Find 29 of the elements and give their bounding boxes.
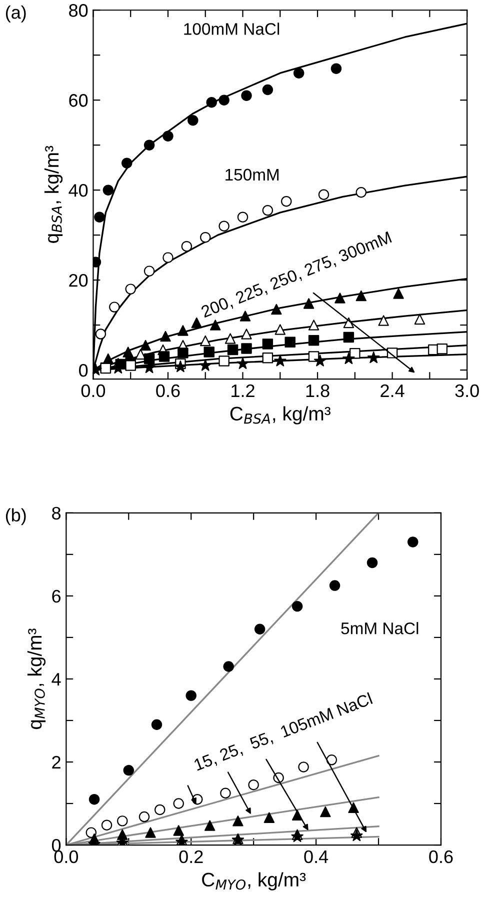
x-tick-label: 0.0 bbox=[81, 384, 106, 398]
x-tick-label: 1.2 bbox=[232, 384, 254, 397]
x-tick-label: 0.4 bbox=[304, 850, 328, 864]
y-tick-label: 6 bbox=[52, 590, 61, 603]
y-axis-title: q$_{MYO}$, kg/m³ bbox=[27, 628, 46, 730]
annotation: 150mM bbox=[226, 168, 279, 181]
y-tick-label: 0 bbox=[79, 364, 88, 377]
x-tick-label: 2.4 bbox=[380, 384, 404, 397]
y-tick-label: 8 bbox=[52, 506, 61, 520]
x-tick-label: 1.8 bbox=[306, 384, 330, 398]
y-tick-label: 80 bbox=[69, 4, 88, 17]
y-tick-label: 0 bbox=[52, 838, 61, 852]
annotation: 5mM NaCl bbox=[341, 622, 418, 634]
x-axis-title: C$_{BSA}$, kg/m³ bbox=[230, 406, 330, 424]
y-tick-label: 20 bbox=[69, 274, 88, 287]
y-tick-label: 60 bbox=[69, 94, 88, 107]
y-tick-label: 2 bbox=[52, 756, 60, 769]
x-axis-title: C$_{MYO}$, kg/m³ bbox=[202, 872, 306, 890]
x-tick-label: 0.6 bbox=[429, 850, 453, 864]
x-tick-label: 3.0 bbox=[455, 384, 479, 398]
text: (b) bbox=[6, 508, 26, 526]
x-tick-label: 0.6 bbox=[156, 384, 180, 398]
y-axis-title: q$_{BSA}$, kg/m³ bbox=[44, 146, 63, 243]
x-tick-label: 0.0 bbox=[54, 850, 78, 864]
y-tick-label: 4 bbox=[52, 673, 61, 686]
x-tick-label: 0.2 bbox=[179, 850, 203, 864]
annotation: 100mM NaCl bbox=[184, 22, 280, 35]
text: (a) bbox=[6, 6, 26, 22]
y-tick-label: 40 bbox=[68, 184, 88, 197]
